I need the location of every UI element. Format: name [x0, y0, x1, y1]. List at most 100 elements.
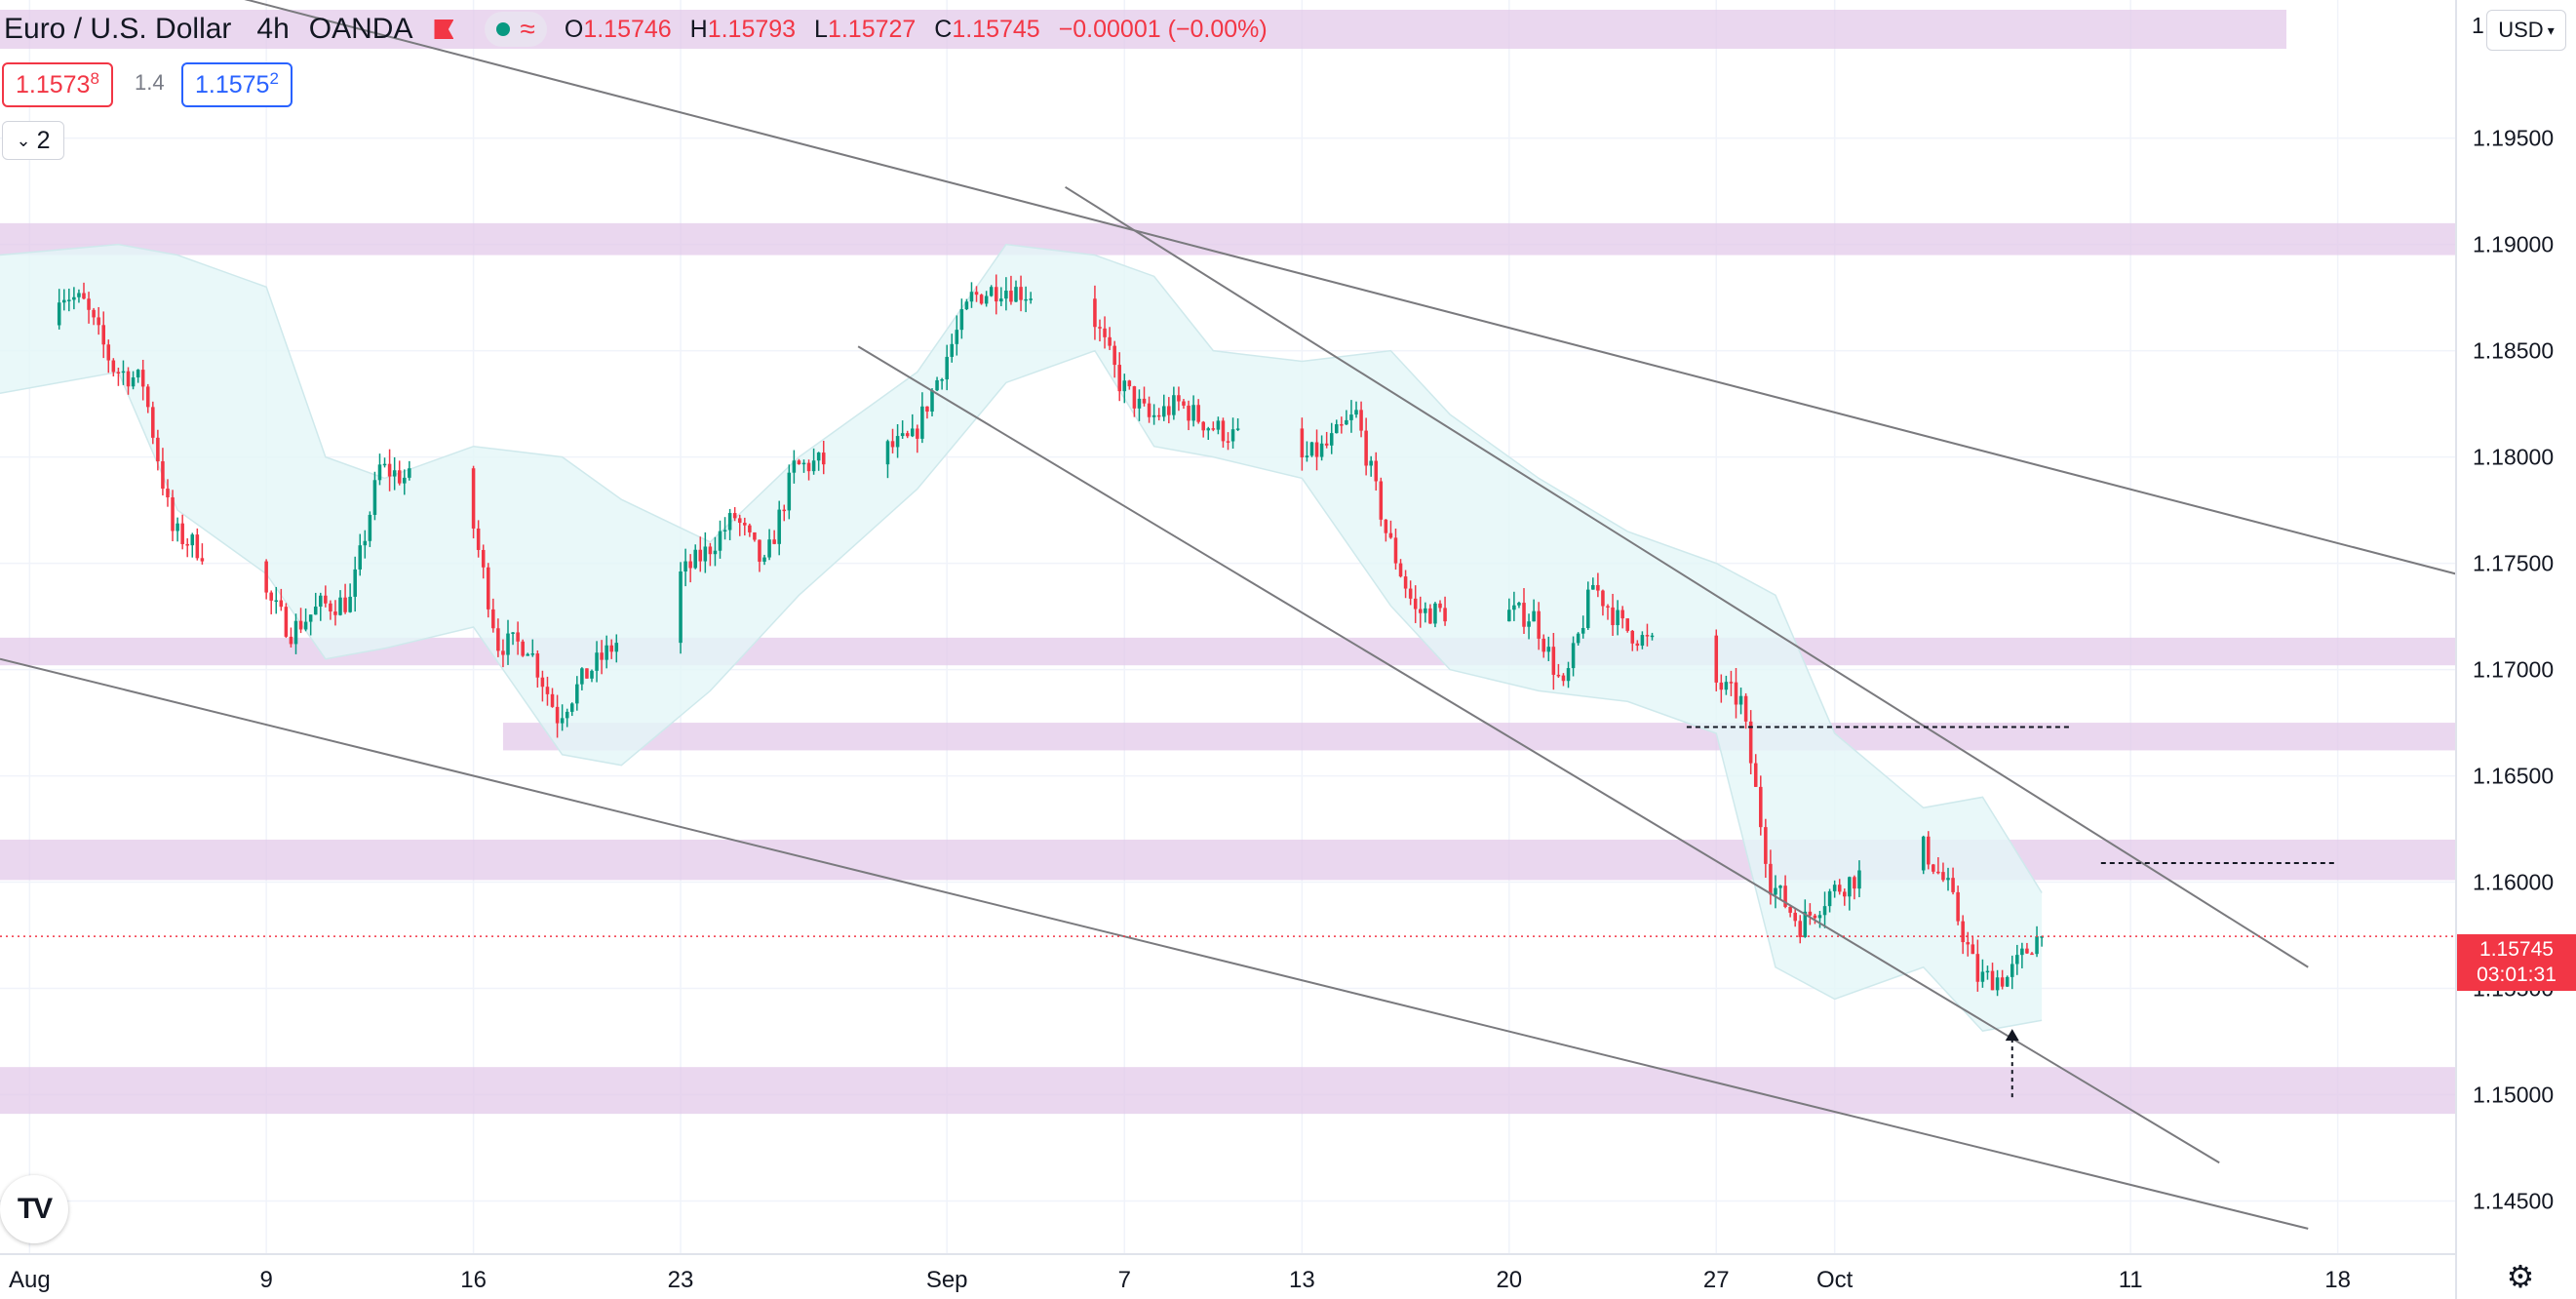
candle-body — [1211, 428, 1216, 430]
candle-body — [1734, 682, 1738, 705]
candle-body — [1601, 590, 1605, 607]
price-axis-top-tick: 1 — [2472, 13, 2484, 38]
candle-body — [289, 636, 293, 645]
dashed-levels[interactable] — [1686, 726, 2338, 864]
candle-body — [890, 441, 895, 448]
price-axis[interactable]: 1.19500 1.19000 1.18500 1.18000 1.17500 1.170… — [2473, 126, 2554, 1214]
candle-body — [1532, 610, 1536, 622]
candle-body — [935, 379, 939, 391]
candle-body — [1921, 836, 1926, 871]
candle-body — [1793, 912, 1797, 922]
support-resistance-zone — [502, 723, 2457, 751]
candle-body — [1009, 291, 1013, 302]
candle-body — [1393, 537, 1398, 564]
candle-body — [303, 621, 308, 630]
candle-body — [999, 298, 1003, 302]
candle-body — [161, 461, 165, 490]
broker-name: OANDA — [308, 13, 413, 45]
candle-body — [955, 330, 959, 344]
ohlc-open: 1.15746 — [583, 15, 672, 43]
timeframe[interactable]: 4h — [256, 13, 290, 45]
candle-body — [1714, 635, 1719, 683]
candle-body — [324, 595, 328, 604]
candle-body — [1201, 421, 1205, 431]
sell-button[interactable]: 1.1573 8 — [2, 62, 113, 107]
candle-body — [506, 633, 510, 655]
candle-body — [1300, 428, 1305, 458]
candle-body — [1167, 406, 1171, 415]
candle-body — [1384, 519, 1388, 533]
time-axis[interactable]: Aug 9 16 23 Sep 7 13 20 27 Oct 11 18 — [9, 1267, 2351, 1293]
candle-body — [1324, 443, 1329, 446]
candle-body — [580, 668, 584, 685]
candle-body — [200, 558, 205, 562]
candle-body — [614, 643, 619, 652]
last-price-label: 1.15745 03:01:31 — [2457, 934, 2576, 991]
candle-body — [1172, 395, 1176, 415]
time-tick-label: 20 — [1496, 1267, 1522, 1293]
candle-body — [1537, 610, 1541, 639]
header-highlight-zone — [0, 10, 2286, 49]
candle-body — [471, 468, 476, 529]
symbol-name[interactable]: Euro / U.S. Dollar — [4, 13, 232, 45]
candle-body — [1630, 630, 1635, 644]
candle-body — [1364, 430, 1368, 466]
candle-body — [1329, 433, 1334, 446]
candle-body — [797, 460, 801, 465]
candle-body — [1719, 682, 1724, 690]
candle-body — [284, 607, 289, 637]
candle-body — [392, 470, 397, 477]
candle-body — [530, 653, 535, 655]
candle-body — [1571, 643, 1576, 669]
candle-body — [1029, 298, 1033, 300]
candle-body — [1817, 915, 1822, 919]
candle-body — [1808, 911, 1813, 916]
trendline — [244, 0, 2457, 575]
arrow-marker[interactable] — [2005, 1029, 2019, 1098]
currency-select[interactable]: USD ▾ — [2486, 10, 2566, 51]
indicator-pill[interactable]: ≈ — [485, 12, 547, 47]
candle-body — [900, 433, 905, 437]
tradingview-logo[interactable]: TV — [0, 1175, 68, 1243]
candle-body — [1832, 885, 1837, 891]
candle-body — [1093, 298, 1097, 328]
candle-body — [274, 600, 279, 603]
trendlines[interactable] — [0, 0, 2457, 1230]
indicators-collapse-button[interactable]: ⌄ 2 — [2, 121, 64, 160]
candle-body — [1985, 970, 1990, 973]
gear-icon[interactable]: ⚙ — [2506, 1259, 2535, 1294]
candle-body — [1388, 532, 1393, 538]
candle-body — [140, 370, 145, 387]
candle-body — [1783, 886, 1787, 907]
candle-body — [964, 301, 969, 310]
candle-body — [1764, 827, 1768, 864]
candle-body — [313, 606, 318, 615]
candle-body — [131, 377, 136, 387]
candle-body — [1551, 647, 1556, 675]
candle-body — [1408, 588, 1413, 599]
buy-button[interactable]: 1.1575 2 — [181, 62, 293, 107]
candle-body — [358, 545, 363, 570]
time-tick-label: Sep — [926, 1267, 968, 1293]
candle-body — [727, 513, 732, 531]
candle-body — [1117, 365, 1121, 392]
candle-body — [560, 718, 565, 724]
candle-body — [782, 509, 787, 512]
candle-body — [1108, 336, 1112, 346]
candle-body — [1556, 674, 1561, 677]
candle-body — [1314, 442, 1319, 457]
candle-body — [1778, 886, 1782, 888]
candle-body — [575, 684, 579, 704]
candle-body — [195, 534, 200, 559]
candle-body — [1122, 380, 1127, 392]
candle-body — [338, 597, 342, 615]
candle-body — [101, 325, 105, 345]
time-tick-label: 16 — [460, 1267, 487, 1293]
flag-icon[interactable] — [434, 20, 454, 39]
candle-body — [1137, 398, 1142, 409]
candle-body — [372, 480, 377, 515]
candle-body — [1591, 584, 1595, 590]
candle-body — [1151, 414, 1156, 417]
candle-body — [1546, 647, 1551, 652]
